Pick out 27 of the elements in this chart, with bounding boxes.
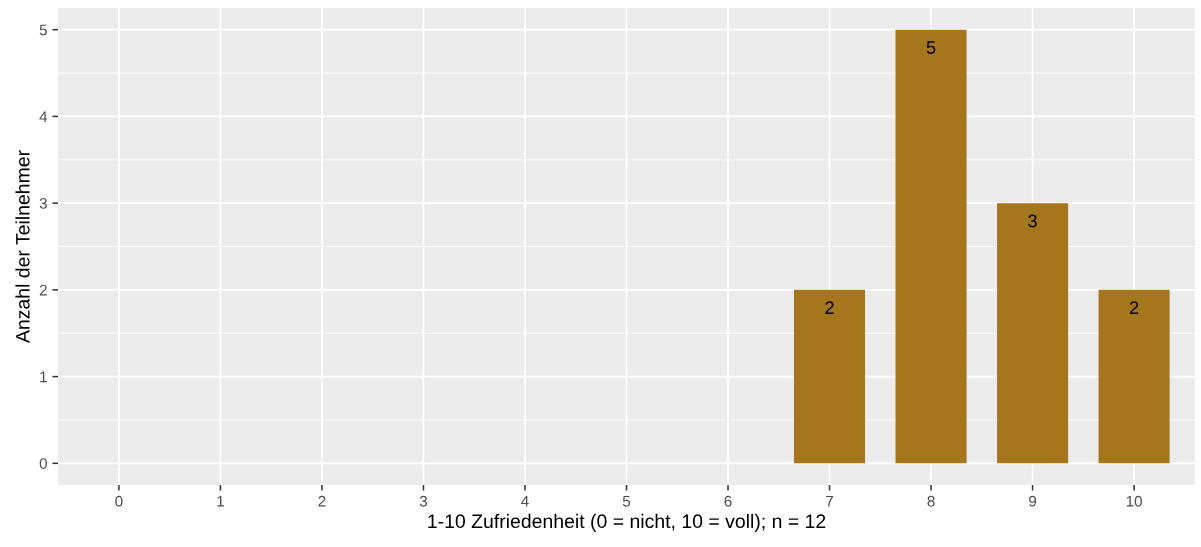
data-label: 2 [825,301,834,314]
data-label: 5 [926,41,936,54]
data-label: 2 [1129,301,1139,314]
x-tick-label: 9 [1029,495,1037,507]
x-tick-label: 2 [318,495,326,507]
x-tick-label: 5 [622,495,631,507]
y-tick-label: 5 [39,24,47,36]
x-tick-label: 1 [217,495,224,507]
x-axis-title: 1-10 Zufriedenheit (0 = nicht, 10 = voll); n = 12 [428,513,826,532]
bar [895,29,967,464]
y-tick-label: 0 [39,458,47,469]
x-tick-label: 7 [826,495,834,507]
x-tick-label: 6 [724,495,732,507]
bar [794,289,866,464]
y-tick-label: 1 [40,371,47,383]
y-axis-title: Anzahl der Teilnehmer [15,150,30,344]
y-tick-label: 2 [39,284,47,296]
y-tick-label: 3 [39,198,47,209]
x-tick-label: 0 [115,495,123,507]
bar [1098,289,1170,464]
x-tick-label: 4 [521,495,529,507]
y-tick-label: 4 [39,111,48,122]
data-label: 3 [1028,214,1037,228]
bar [997,203,1069,464]
x-tick-label: 3 [419,495,428,507]
x-tick-label: 10 [1126,495,1142,507]
x-tick-label: 8 [927,495,935,507]
